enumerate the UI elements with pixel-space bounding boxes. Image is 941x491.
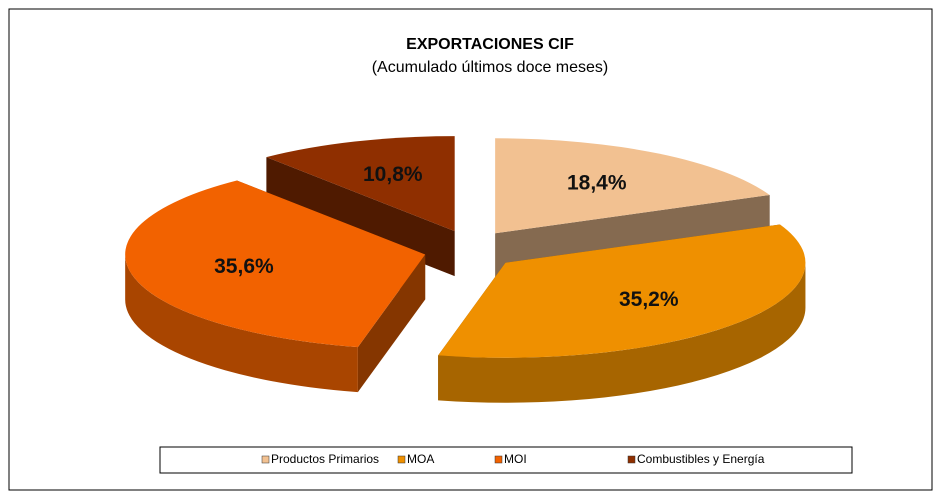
slice (266, 136, 455, 232)
legend-box (159, 446, 853, 474)
slice-wall (438, 262, 806, 403)
slice (125, 180, 426, 348)
data-label: 35,6% (214, 255, 274, 278)
chart-title: EXPORTACIONES CIF (406, 36, 574, 53)
chart-subtitle: (Acumulado últimos doce meses) (372, 59, 609, 76)
slice (495, 138, 770, 234)
slice-wall (125, 254, 358, 393)
legend-label: Productos Primarios (271, 452, 379, 466)
slice-side (266, 157, 455, 277)
data-label: 35,2% (619, 288, 679, 311)
legend-swatch (627, 455, 636, 464)
legend-swatch (261, 455, 270, 464)
legend-swatch (397, 455, 406, 464)
slice (438, 224, 806, 358)
legend-label: MOI (504, 452, 527, 466)
data-label: 10,8% (363, 163, 423, 186)
data-label: 18,4% (567, 171, 627, 194)
legend: Productos Primarios MOA MOI Combustibles y … (261, 452, 765, 466)
pie: 18,4% 35,2% 35,6% 10,8% (125, 136, 806, 403)
legend-label: MOA (407, 452, 434, 466)
legend-label: Combustibles y Energía (637, 452, 765, 466)
legend-swatch (494, 455, 503, 464)
